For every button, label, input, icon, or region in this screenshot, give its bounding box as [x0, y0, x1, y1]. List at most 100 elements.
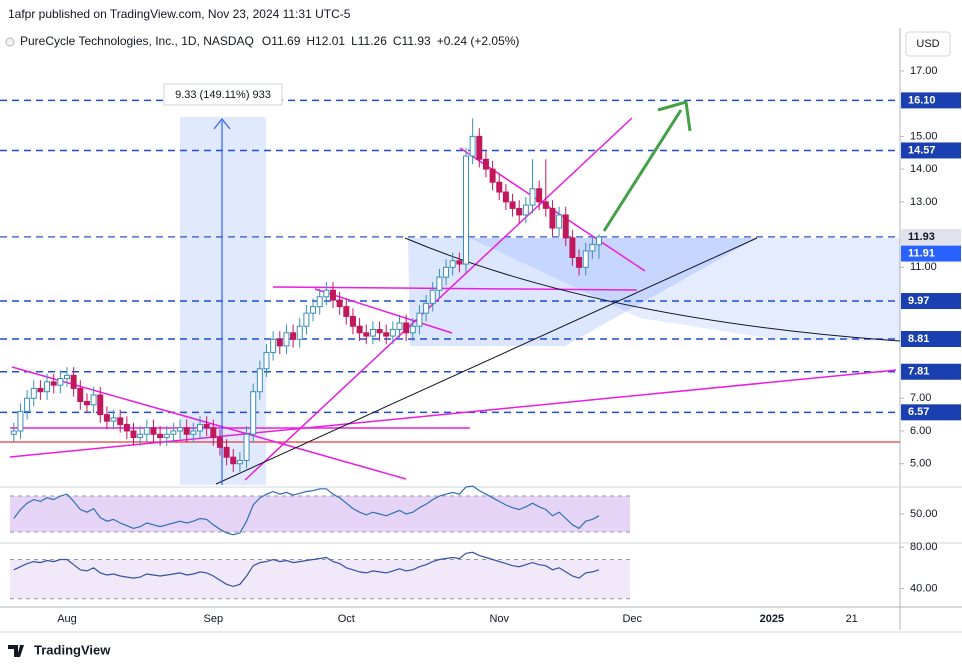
level-label: 14.57 — [908, 144, 936, 156]
candle-body — [356, 325, 363, 334]
level-label: 6.57 — [908, 406, 929, 418]
candle-body — [290, 332, 297, 340]
candle-body — [30, 387, 37, 399]
candle-body — [230, 456, 237, 465]
candle-body — [203, 423, 210, 429]
x-tick-label: Nov — [489, 613, 509, 625]
last-price-label: 11.91 — [908, 247, 935, 259]
candle-body — [303, 312, 310, 327]
candle-body — [502, 191, 509, 203]
candle-body — [596, 236, 602, 246]
candle-body — [270, 338, 277, 353]
candle-body — [429, 289, 436, 304]
level-label: 9.97 — [908, 295, 929, 307]
candle-body — [243, 433, 250, 461]
trendline — [314, 288, 453, 334]
y-tick-label: 13.00 — [910, 196, 938, 208]
ohlc-value: +0.24 (+2.05%) — [437, 34, 520, 48]
candle-body — [137, 433, 144, 439]
candle-body — [130, 430, 137, 439]
level-label: 11.93 — [908, 231, 935, 243]
level-label: 7.81 — [908, 366, 929, 378]
currency-button[interactable] — [905, 31, 951, 57]
oscillator-line — [13, 551, 600, 588]
candle-body — [549, 207, 556, 229]
candle-body — [562, 214, 569, 239]
ohlc-value: O11.69 — [262, 34, 301, 48]
ohlc-value: C11.93 — [393, 34, 431, 48]
candle-body — [143, 427, 150, 435]
curve — [404, 237, 901, 342]
candle-body — [83, 401, 90, 406]
candle-body — [236, 459, 243, 465]
measure-arrowhead — [213, 118, 231, 130]
trendline — [215, 237, 758, 485]
candle-body — [449, 260, 456, 268]
y-tick-label: 11.00 — [910, 261, 937, 273]
candle-body — [163, 433, 170, 439]
y-tick-label: 40.00 — [910, 582, 938, 594]
x-tick-label: Sep — [204, 613, 224, 625]
y-tick-label: 50.00 — [910, 508, 938, 520]
trendline — [244, 117, 633, 481]
trendline — [272, 286, 638, 291]
candle-body — [323, 289, 330, 298]
candle-body — [50, 381, 57, 386]
candle-body — [330, 289, 336, 301]
candle-body — [369, 329, 376, 337]
candle-body — [482, 158, 489, 170]
level-label-box — [901, 293, 961, 310]
candle-body — [409, 325, 416, 334]
candle-body — [423, 302, 430, 314]
candle-body — [57, 378, 64, 386]
x-tick-label: 21 — [846, 613, 858, 625]
y-tick-label: 5.00 — [910, 458, 931, 470]
level-label-box — [901, 331, 961, 348]
x-tick-label: Oct — [338, 613, 355, 625]
candle-body — [190, 430, 197, 435]
x-tick-label: Dec — [622, 613, 642, 625]
level-label-box — [901, 363, 961, 380]
footer-brand: TradingView — [34, 642, 111, 657]
published-note: 1afpr published on TradingView.com, Nov … — [8, 7, 351, 21]
candle-body — [343, 306, 350, 317]
candle-body — [469, 135, 476, 157]
candle-body — [542, 201, 549, 209]
y-tick-label: 80.00 — [910, 541, 938, 553]
candle-body — [10, 430, 17, 435]
candle-body — [582, 250, 589, 268]
candle-body — [463, 155, 469, 265]
oscillator-line — [13, 485, 600, 536]
candle-body — [489, 168, 496, 183]
candle-body — [216, 437, 223, 448]
candle-body — [476, 135, 483, 160]
trendline — [11, 366, 407, 480]
candle-body — [443, 266, 450, 278]
ohlc-value: L11.26 — [351, 34, 387, 48]
candle-body — [396, 322, 403, 331]
candle-body — [556, 214, 563, 229]
candle-body — [536, 188, 543, 203]
candle-body — [416, 312, 423, 327]
range-shade — [408, 238, 757, 346]
candle-body — [24, 397, 31, 412]
candle-body — [522, 204, 529, 216]
y-tick-label: 14.00 — [910, 163, 938, 175]
candle-body — [310, 306, 317, 314]
candle-body — [70, 374, 77, 389]
candle-body — [336, 299, 343, 308]
currency[interactable]: USD — [916, 38, 939, 50]
candle-body — [256, 368, 263, 393]
symbol-title: PureCycle Technologies, Inc., 1D, NASDAQ — [20, 34, 254, 48]
candle-body — [44, 381, 51, 393]
candle-body — [17, 410, 24, 432]
candle-body — [436, 276, 443, 291]
candle-body — [283, 332, 290, 347]
candle-body — [157, 433, 164, 439]
candle-body — [183, 427, 190, 435]
symbol-icon — [5, 37, 15, 47]
candle-body — [170, 430, 177, 435]
projection-arrow — [602, 109, 683, 232]
